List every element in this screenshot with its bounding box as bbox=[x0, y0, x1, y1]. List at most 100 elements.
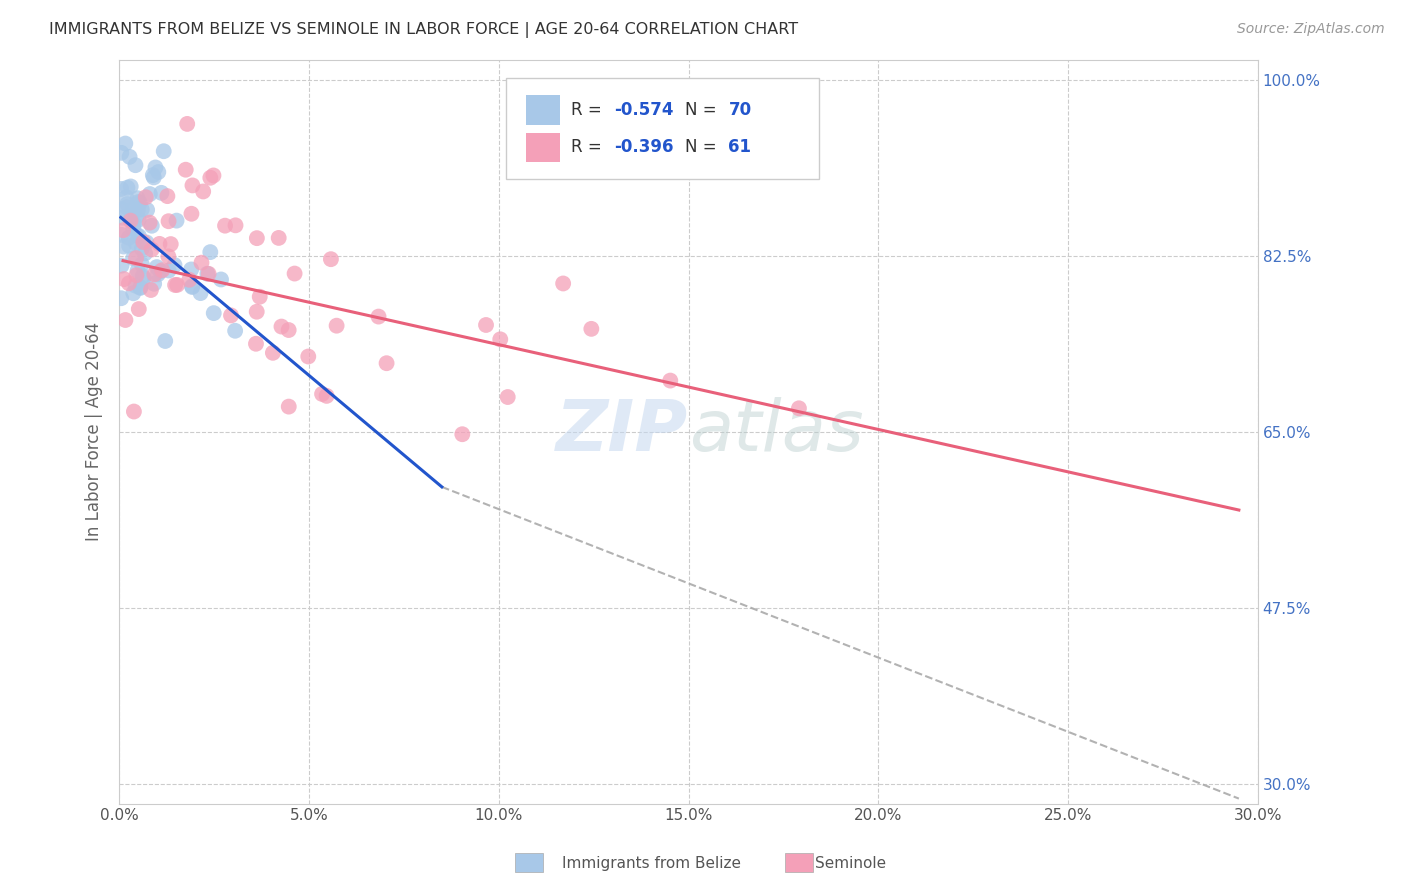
Point bbox=[553, 277, 575, 291]
Point bbox=[138, 216, 160, 230]
Point bbox=[179, 273, 201, 287]
Point bbox=[375, 356, 398, 370]
Point bbox=[139, 283, 162, 297]
Point bbox=[475, 318, 498, 332]
Point bbox=[118, 231, 141, 245]
Point bbox=[110, 259, 132, 273]
Point bbox=[129, 281, 152, 295]
Text: Seminole: Seminole bbox=[815, 856, 887, 871]
Point bbox=[146, 260, 169, 274]
Point bbox=[136, 202, 159, 217]
Point bbox=[124, 278, 146, 293]
Point bbox=[200, 170, 222, 185]
Point bbox=[120, 213, 142, 227]
Point bbox=[131, 242, 153, 256]
Point bbox=[143, 277, 166, 291]
Point bbox=[135, 190, 157, 204]
Point bbox=[125, 228, 148, 243]
Point bbox=[311, 387, 333, 401]
Point bbox=[128, 212, 150, 227]
Point bbox=[180, 207, 202, 221]
Point bbox=[200, 245, 222, 260]
Point bbox=[112, 272, 135, 286]
Point bbox=[277, 400, 299, 414]
Point bbox=[115, 190, 138, 204]
Point bbox=[125, 268, 148, 283]
Point bbox=[209, 272, 232, 286]
Point bbox=[115, 200, 138, 214]
Point bbox=[110, 202, 132, 217]
Point bbox=[122, 252, 145, 266]
Point bbox=[127, 194, 149, 209]
Point bbox=[219, 309, 242, 323]
Point bbox=[122, 221, 145, 235]
Point bbox=[156, 189, 179, 203]
Point bbox=[489, 332, 512, 346]
Point bbox=[110, 291, 132, 305]
Point bbox=[120, 212, 142, 227]
Point bbox=[202, 169, 225, 183]
Text: IMMIGRANTS FROM BELIZE VS SEMINOLE IN LABOR FORCE | AGE 20-64 CORRELATION CHART: IMMIGRANTS FROM BELIZE VS SEMINOLE IN LA… bbox=[49, 22, 799, 38]
Point bbox=[142, 170, 165, 185]
Point bbox=[149, 264, 172, 278]
Point bbox=[195, 267, 218, 281]
Point bbox=[181, 280, 204, 294]
Point bbox=[163, 258, 186, 272]
Point bbox=[131, 202, 153, 217]
Point bbox=[581, 322, 603, 336]
Text: Immigrants from Belize: Immigrants from Belize bbox=[562, 856, 741, 871]
Point bbox=[150, 186, 173, 200]
Point bbox=[262, 346, 284, 360]
Point bbox=[157, 263, 180, 277]
Point bbox=[111, 227, 134, 242]
Point bbox=[267, 231, 290, 245]
Point bbox=[148, 165, 170, 179]
Point bbox=[117, 180, 139, 194]
Point bbox=[110, 145, 132, 160]
Point bbox=[148, 236, 170, 251]
Point bbox=[122, 217, 145, 231]
Point bbox=[114, 313, 136, 327]
Point bbox=[118, 150, 141, 164]
Point bbox=[181, 178, 204, 193]
Point bbox=[451, 427, 474, 442]
Point bbox=[134, 246, 156, 260]
Point bbox=[297, 350, 319, 364]
Point bbox=[193, 185, 215, 199]
Point bbox=[114, 136, 136, 151]
Point bbox=[146, 268, 169, 282]
Point bbox=[118, 239, 141, 253]
Point bbox=[121, 203, 143, 218]
Point bbox=[319, 252, 342, 267]
Point bbox=[122, 286, 145, 301]
Point bbox=[157, 214, 180, 228]
Point bbox=[127, 202, 149, 217]
Point bbox=[496, 390, 519, 404]
Point bbox=[246, 304, 269, 318]
Point bbox=[143, 268, 166, 282]
Point bbox=[120, 179, 142, 194]
Point bbox=[181, 279, 204, 293]
Point bbox=[135, 235, 157, 250]
Point bbox=[245, 336, 267, 351]
Point bbox=[190, 255, 212, 269]
Point bbox=[325, 318, 347, 333]
Point bbox=[128, 229, 150, 244]
Point bbox=[131, 257, 153, 271]
Point bbox=[197, 267, 219, 281]
Bar bbox=[526, 95, 560, 125]
Y-axis label: In Labor Force | Age 20-64: In Labor Force | Age 20-64 bbox=[86, 322, 103, 541]
Point bbox=[112, 239, 135, 253]
Text: Source: ZipAtlas.com: Source: ZipAtlas.com bbox=[1237, 22, 1385, 37]
Point bbox=[118, 277, 141, 291]
Text: N =: N = bbox=[685, 138, 723, 156]
Point bbox=[225, 219, 247, 233]
Point bbox=[166, 213, 188, 227]
Point bbox=[111, 211, 134, 225]
Point bbox=[224, 324, 246, 338]
Point bbox=[142, 168, 165, 182]
Point bbox=[152, 145, 174, 159]
Point bbox=[174, 162, 197, 177]
Point bbox=[190, 286, 212, 301]
Point bbox=[150, 263, 173, 277]
